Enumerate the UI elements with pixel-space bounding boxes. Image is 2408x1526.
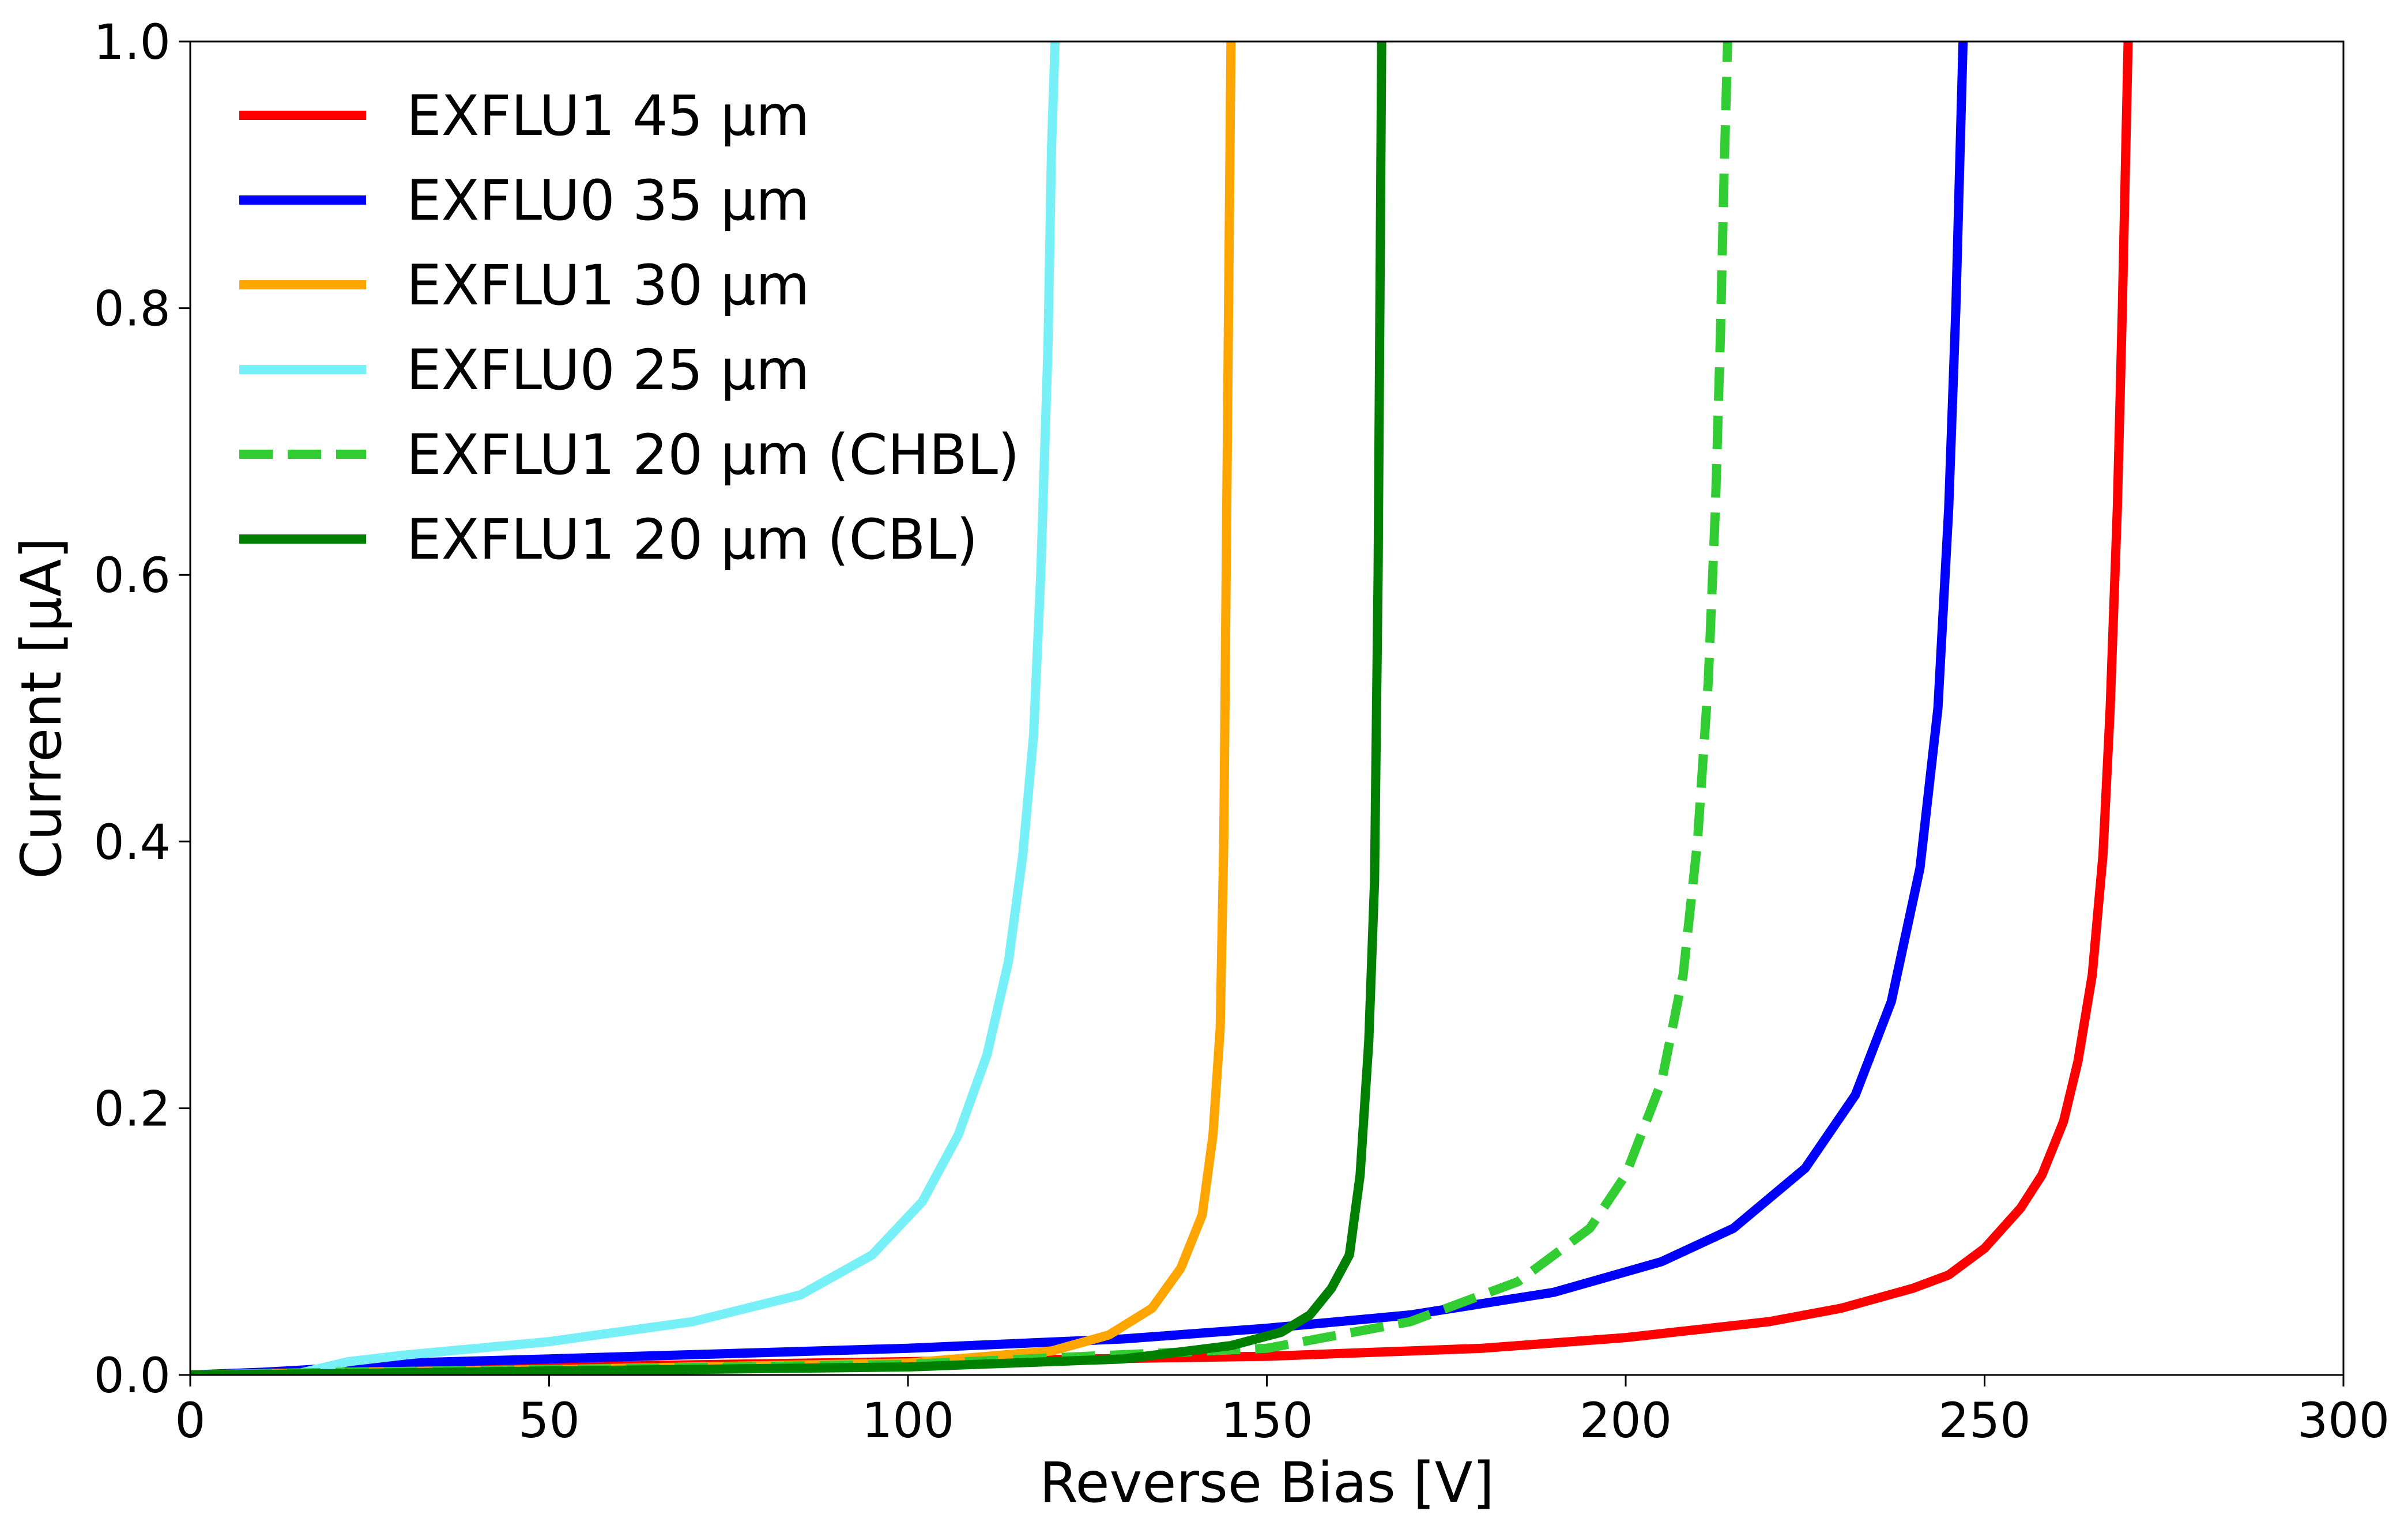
legend-label-4: EXFLU0 25 µm [406,338,809,402]
y-axis: 0.0 0.2 0.4 0.6 0.8 1.0 [93,14,190,1404]
x-tick-label: 300 [2297,1392,2390,1449]
x-tick-label: 100 [862,1392,954,1449]
legend: EXFLU1 45 µm EXFLU0 35 µm EXFLU1 30 µm EXFL… [239,84,1019,572]
series-line-2 [190,41,1968,1375]
legend-label-3: EXFLU1 30 µm [406,253,809,318]
x-tick-label: 250 [1938,1392,2030,1449]
series-line-6 [190,41,1386,1375]
x-tick-label: 0 [175,1392,205,1449]
x-tick-label: 200 [1580,1392,1672,1449]
x-tick-label: 50 [518,1392,580,1449]
legend-label-6: EXFLU1 20 µm (CBL) [406,507,978,572]
x-tick-label: 150 [1220,1392,1313,1449]
legend-label-2: EXFLU0 35 µm [406,168,809,233]
y-tick-label: 0.4 [93,814,171,871]
x-axis-label: Reverse Bias [V] [1039,1450,1494,1515]
legend-label-1: EXFLU1 45 µm [406,84,809,148]
legend-label-5: EXFLU1 20 µm (CHBL) [406,423,1019,487]
series-line-4 [190,41,1060,1375]
x-axis: 0 50 100 150 200 250 300 [175,1375,2390,1449]
y-axis-label: Current [µA] [9,537,74,879]
y-tick-label: 0.8 [93,281,171,337]
y-tick-label: 0.2 [93,1080,171,1137]
y-tick-label: 1.0 [93,14,171,70]
y-tick-label: 0.6 [93,547,171,604]
series-layer [190,41,2133,1375]
y-tick-label: 0.0 [93,1347,171,1404]
